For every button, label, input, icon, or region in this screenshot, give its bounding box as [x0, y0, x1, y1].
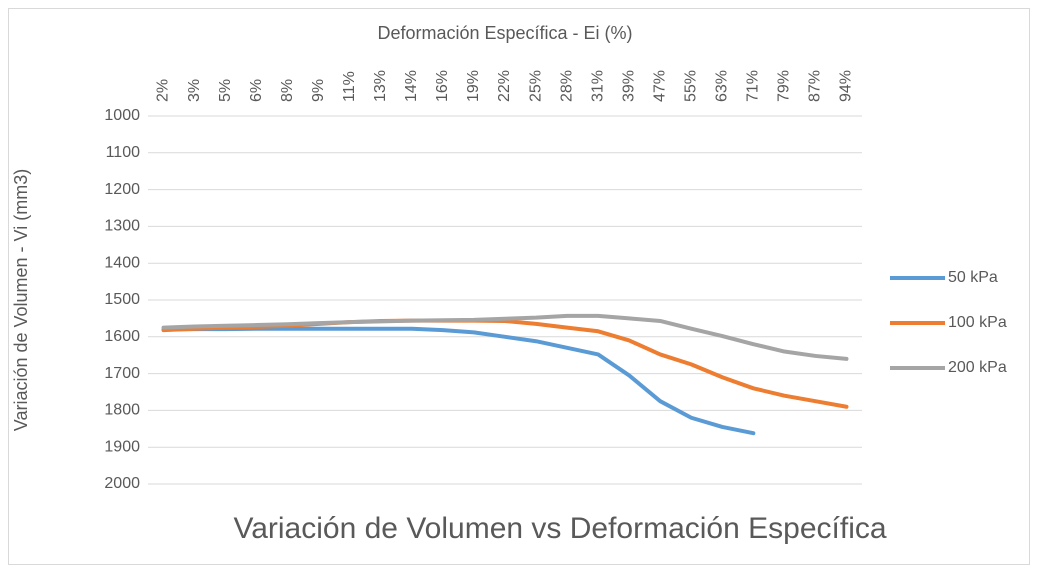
chart-title: Variación de Volumen vs Deformación Espe… [233, 512, 886, 545]
x-tick-label: 14% [403, 70, 420, 102]
y-tick-label: 1700 [104, 365, 140, 382]
x-tick-label: 8% [279, 79, 296, 102]
x-tick-label: 79% [776, 70, 793, 102]
x-tick-label: 11% [341, 71, 358, 102]
legend-label: 100 kPa [948, 314, 1007, 331]
y-tick-label: 1600 [104, 328, 140, 345]
chart-border [8, 8, 1030, 565]
x-tick-label: 71% [745, 70, 762, 102]
x-tick-label: 5% [217, 79, 234, 102]
x-tick-label: 22% [496, 70, 513, 102]
x-tick-label: 63% [714, 70, 731, 102]
x-axis-title: Deformación Específica - Ei (%) [377, 23, 632, 43]
y-tick-label: 1500 [104, 291, 140, 308]
y-tick-label: 1100 [106, 144, 141, 161]
series-line [161, 313, 849, 361]
x-tick-label: 31% [589, 70, 606, 102]
x-tick-label: 13% [372, 70, 389, 102]
x-tick-label: 87% [807, 70, 824, 102]
x-tick-label: 28% [558, 70, 575, 102]
x-tick-label: 25% [527, 70, 544, 102]
y-tick-label: 1800 [104, 402, 140, 419]
x-tick-label: 16% [434, 70, 451, 102]
x-tick-label: 6% [248, 79, 265, 102]
x-tick-label: 9% [310, 79, 327, 102]
y-tick-label: 1400 [104, 254, 140, 271]
y-tick-label: 1300 [104, 218, 140, 235]
y-tick-label: 2000 [104, 475, 140, 492]
x-tick-label: 19% [465, 70, 482, 102]
x-tick-label: 47% [651, 70, 668, 102]
x-tick-label: 2% [155, 79, 172, 102]
series-line [161, 326, 756, 436]
x-tick-label: 39% [620, 70, 637, 102]
x-tick-label: 55% [682, 70, 699, 102]
y-tick-label: 1900 [104, 438, 140, 455]
y-tick-label: 1000 [104, 107, 140, 124]
x-tick-label: 94% [838, 70, 855, 102]
legend-label: 50 kPa [948, 269, 998, 286]
y-axis-title: Variación de Volumen - Vi (mm3) [11, 169, 31, 431]
x-tick-label: 3% [186, 79, 203, 102]
legend-label: 200 kPa [948, 359, 1007, 376]
y-tick-label: 1200 [104, 181, 140, 198]
